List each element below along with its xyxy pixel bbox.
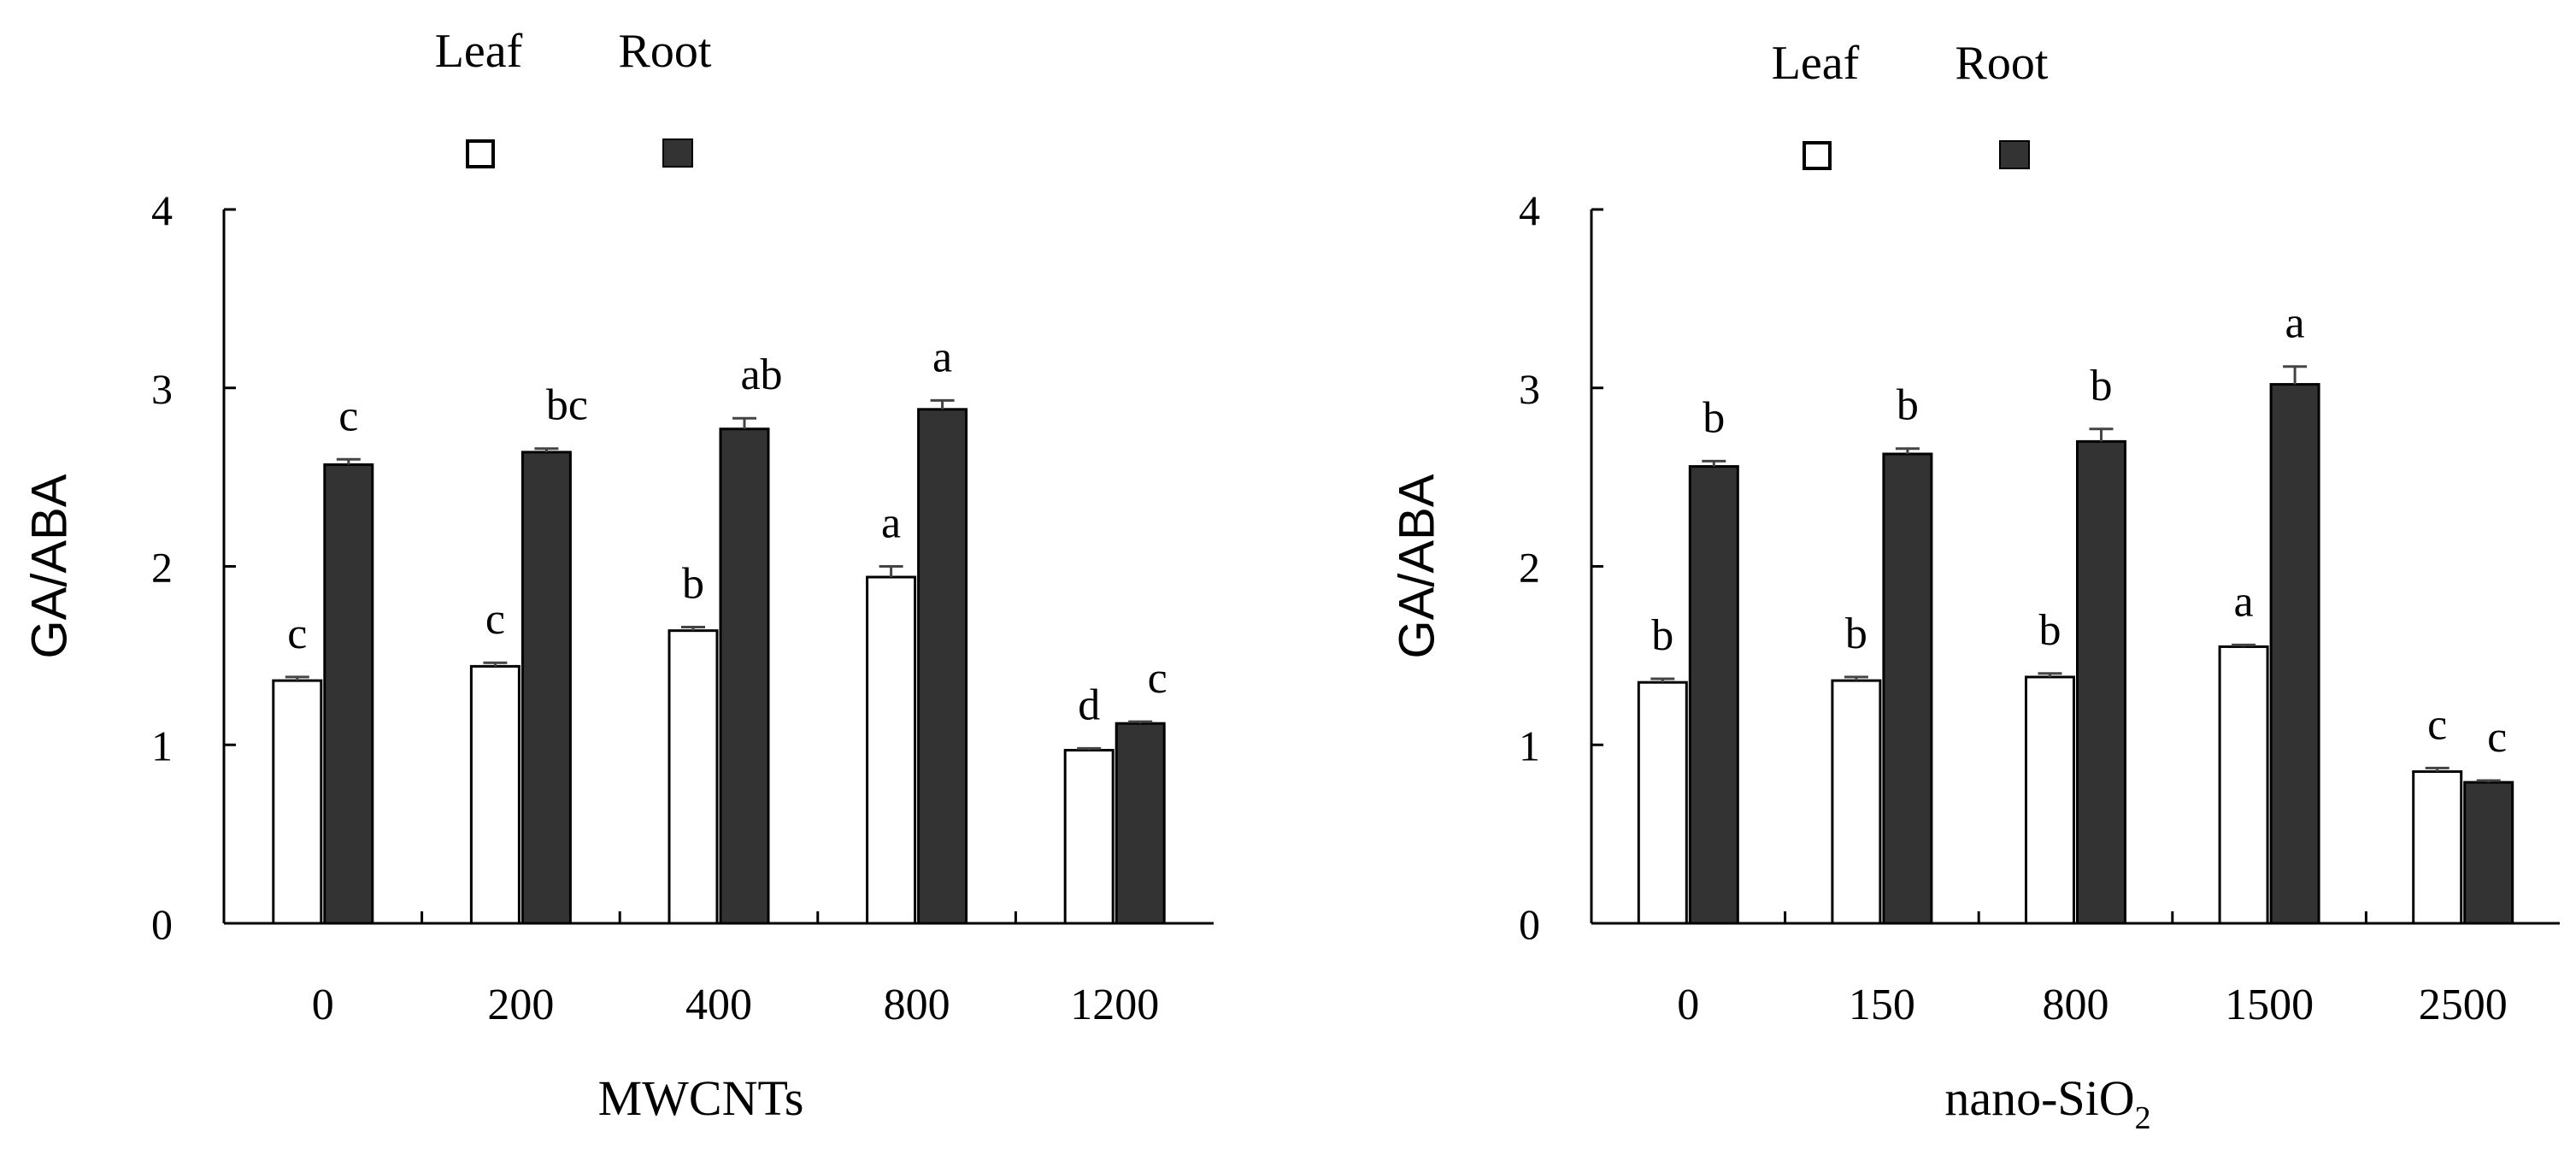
leaf-significance-letter: a bbox=[881, 499, 901, 548]
legend-swatch-leaf bbox=[1803, 141, 1832, 170]
root-significance-letter: c bbox=[2487, 713, 2507, 762]
x-tick-label: 2500 bbox=[2419, 981, 2508, 1029]
root-significance-letter: b bbox=[1703, 393, 1725, 442]
leaf-bar bbox=[469, 664, 520, 925]
root-bar bbox=[917, 408, 968, 925]
leaf-significance-letter: d bbox=[1078, 681, 1100, 729]
y-axis-label: GA/ABA bbox=[1389, 474, 1444, 658]
leaf-bar bbox=[866, 575, 917, 925]
leaf-bar bbox=[1063, 749, 1115, 925]
y-tick-label: 3 bbox=[1519, 365, 1540, 413]
root-bar bbox=[719, 427, 770, 925]
y-tick-label: 2 bbox=[151, 544, 173, 592]
root-significance-letter: b bbox=[2091, 362, 2113, 410]
x-axis-label: nano-SiO2 bbox=[1944, 1070, 2150, 1136]
x-tick-label: 1200 bbox=[1070, 981, 1159, 1029]
leaf-bar bbox=[668, 629, 719, 925]
root-significance-letter: a bbox=[932, 333, 952, 381]
leaf-significance-letter: b bbox=[2039, 606, 2061, 655]
y-tick-label: 4 bbox=[151, 186, 173, 234]
root-significance-letter: c bbox=[338, 392, 358, 440]
x-tick-label: 1500 bbox=[2225, 981, 2314, 1029]
legend-swatch-leaf bbox=[466, 139, 495, 168]
x-tick-label: 0 bbox=[312, 981, 334, 1029]
leaf-significance-letter: b bbox=[682, 559, 704, 608]
x-tick-label: 150 bbox=[1849, 981, 1915, 1029]
x-axis-label-subscript: 2 bbox=[2135, 1100, 2151, 1136]
y-tick-label: 3 bbox=[151, 365, 173, 413]
leaf-significance-letter: b bbox=[1651, 611, 1673, 660]
x-tick-label: 200 bbox=[487, 981, 554, 1029]
leaf-significance-letter: c bbox=[2427, 700, 2447, 749]
root-bar bbox=[1115, 722, 1166, 925]
y-tick-label: 1 bbox=[151, 722, 173, 769]
panel-nano-sio2: 0 1 2 3 4 GA/ABA 0 b b 150 b b 800 b b 1500 a a 2500 c c Leaf… bbox=[1389, 37, 2560, 1136]
legend-swatch-root bbox=[662, 138, 693, 168]
root-significance-letter: ab bbox=[740, 351, 782, 399]
legend-label-leaf: Leaf bbox=[1772, 37, 1860, 90]
y-tick-label: 4 bbox=[1519, 186, 1540, 234]
y-tick-label: 1 bbox=[1519, 722, 1540, 769]
leaf-bar bbox=[1637, 681, 1688, 925]
legend-label-root: Root bbox=[619, 25, 712, 78]
leaf-bar bbox=[2025, 675, 2075, 925]
root-bar bbox=[1688, 465, 1739, 925]
x-tick-label: 0 bbox=[1677, 981, 1699, 1029]
leaf-significance-letter: c bbox=[485, 595, 505, 644]
y-tick-label: 2 bbox=[1519, 544, 1540, 592]
leaf-significance-letter: a bbox=[2234, 577, 2254, 626]
leaf-bar bbox=[1831, 679, 1882, 925]
leaf-bar bbox=[272, 679, 323, 925]
leaf-significance-letter: c bbox=[287, 610, 307, 658]
x-axis-label: MWCNTs bbox=[598, 1070, 804, 1126]
root-significance-letter: c bbox=[1148, 654, 1167, 703]
root-bar bbox=[1882, 452, 1933, 925]
root-bar bbox=[2269, 383, 2320, 925]
leaf-bar bbox=[2218, 645, 2269, 925]
y-tick-label: 0 bbox=[1519, 900, 1540, 948]
x-tick-label: 800 bbox=[884, 981, 950, 1029]
root-significance-letter: b bbox=[1897, 381, 1919, 430]
root-bar bbox=[520, 451, 572, 925]
x-tick-label: 400 bbox=[685, 981, 752, 1029]
root-bar bbox=[2463, 781, 2514, 925]
root-significance-letter: bc bbox=[546, 381, 588, 430]
leaf-significance-letter: b bbox=[1845, 610, 1867, 658]
root-bar bbox=[323, 463, 374, 925]
leaf-bar bbox=[2412, 770, 2463, 925]
root-significance-letter: a bbox=[2285, 299, 2305, 348]
y-axis-label: GA/ABA bbox=[21, 474, 77, 658]
y-tick-label: 0 bbox=[151, 900, 173, 948]
legend-label-root: Root bbox=[1956, 37, 2049, 90]
x-tick-label: 800 bbox=[2043, 981, 2109, 1029]
root-bar bbox=[2076, 439, 2126, 925]
panel-mwcnts: 01234GA/ABA0cc200cbc400bab800aa1200dcLea… bbox=[21, 25, 1214, 1126]
legend-swatch-root bbox=[1999, 140, 2030, 169]
legend-label-leaf: Leaf bbox=[435, 25, 523, 78]
